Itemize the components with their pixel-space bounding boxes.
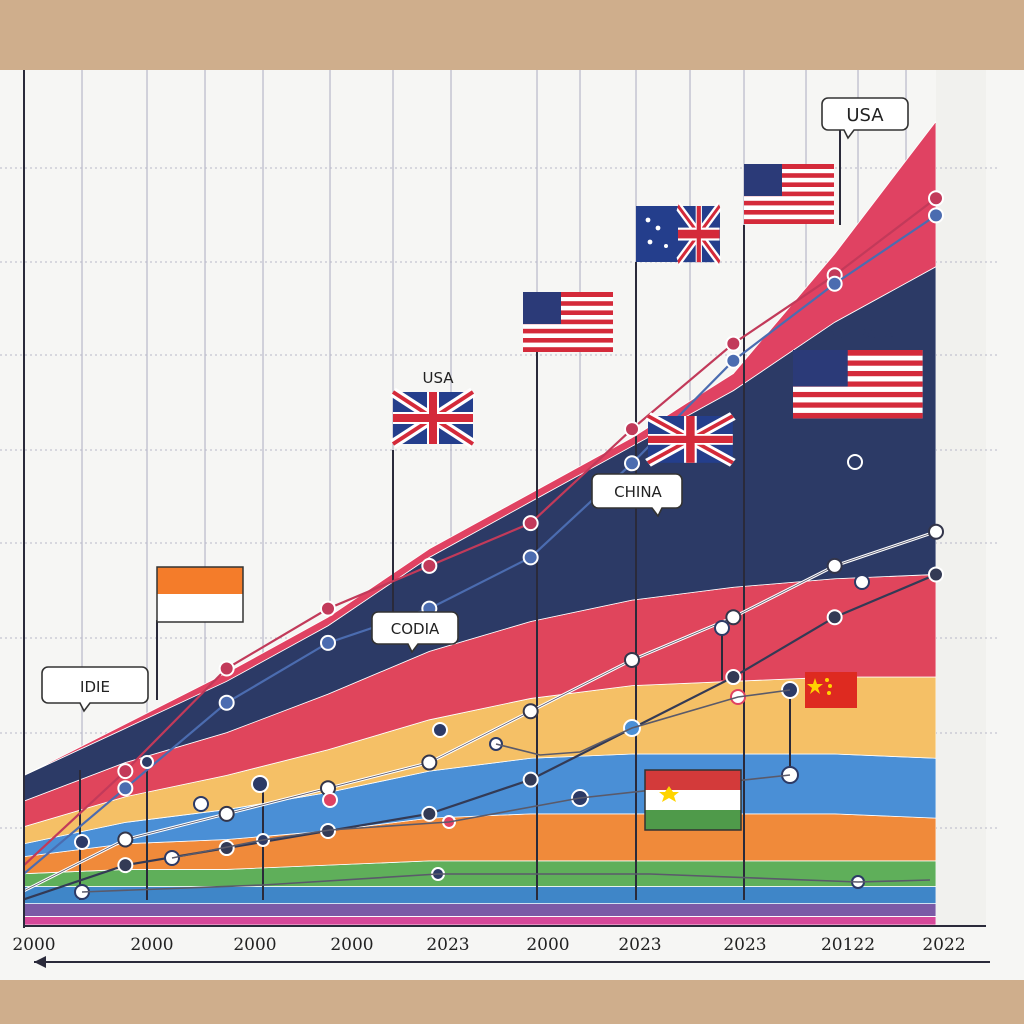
right-margin-panel — [936, 70, 986, 925]
line-marker — [725, 609, 742, 626]
usa-flag-icon — [523, 292, 613, 352]
hungary-flag-icon — [644, 769, 742, 831]
x-tick-label: 2000 — [12, 935, 55, 955]
line-marker — [320, 634, 336, 651]
x-tick-labels: 2000 2000 2000 2000 2023 2000 2023 2023 20122 202… — [12, 935, 965, 955]
china-flag-icon — [805, 672, 857, 708]
line-marker — [725, 335, 742, 352]
line-marker — [421, 805, 438, 822]
line-marker — [928, 523, 944, 540]
callout-usa-top-label: USA — [846, 105, 884, 126]
line-marker — [624, 455, 640, 472]
line-marker — [117, 780, 134, 797]
uk-flag-icon — [648, 416, 733, 463]
usa-flag-icon — [744, 164, 834, 224]
thin-connector-line — [495, 689, 791, 756]
flags — [156, 164, 923, 831]
line-marker — [117, 857, 134, 874]
marker — [432, 722, 448, 738]
marker — [251, 775, 269, 793]
line-marker — [826, 275, 843, 292]
marker — [714, 620, 730, 636]
x-tick-label: 2000 — [526, 935, 569, 955]
line-marker — [320, 600, 336, 617]
thin-connector-line — [171, 774, 791, 859]
line-marker — [725, 352, 742, 369]
marker — [847, 454, 863, 470]
line-marker — [522, 515, 539, 532]
arrow-left-icon — [34, 956, 46, 968]
line-series-outline — [23, 531, 937, 892]
callout-usa-top: USA — [821, 97, 909, 140]
marker — [322, 792, 338, 808]
line-marker — [522, 703, 539, 720]
line-marker — [928, 207, 944, 224]
line-marker — [624, 651, 640, 668]
callout-codia: CODIA — [371, 611, 459, 654]
label-usa-mid: USA — [422, 369, 454, 387]
callout-codia-label: CODIA — [391, 620, 440, 638]
area-series — [24, 916, 936, 925]
area-series — [24, 120, 936, 776]
axes — [23, 70, 990, 968]
callout-idie: IDIE — [41, 666, 149, 713]
x-tick-label: 2023 — [618, 935, 661, 955]
thin-connector-line — [81, 873, 931, 893]
callout-china: CHINA — [591, 473, 683, 518]
line-series-group — [23, 190, 944, 901]
callout-idie-label: IDIE — [80, 678, 110, 696]
line-marker — [117, 831, 134, 848]
line-series — [23, 214, 937, 875]
line-marker — [624, 421, 640, 438]
x-tick-label: 2000 — [130, 935, 173, 955]
line-marker — [218, 660, 235, 677]
line-marker — [117, 763, 134, 780]
uk-flag-icon — [393, 392, 473, 444]
usa-flag-icon — [793, 350, 923, 419]
x-tick-label: 20122 — [821, 935, 875, 955]
line-marker — [218, 805, 235, 822]
line-marker — [218, 694, 235, 711]
line-marker — [421, 754, 438, 771]
australia-flag-icon — [636, 206, 720, 262]
line-marker — [421, 557, 438, 574]
area-series — [24, 903, 936, 917]
line-marker — [522, 549, 539, 566]
line-marker — [725, 669, 742, 686]
callouts: IDIE CODIA CHINA USA USA AUSTRALIA — [41, 97, 909, 713]
line-marker — [928, 566, 944, 583]
marker — [193, 796, 209, 812]
scatter-markers — [74, 454, 931, 900]
marker — [140, 755, 154, 769]
callout-china-label: CHINA — [614, 483, 662, 501]
x-tick-label: 2000 — [233, 935, 276, 955]
area-series-group — [24, 120, 936, 925]
x-tick-label: 2000 — [330, 935, 373, 955]
line-series — [23, 197, 937, 866]
marker — [854, 574, 870, 590]
line-marker — [928, 190, 944, 207]
marker — [74, 834, 90, 850]
line-marker — [826, 557, 843, 574]
line-marker — [522, 771, 539, 788]
x-tick-label: 2022 — [922, 935, 965, 955]
x-tick-label: 2023 — [723, 935, 766, 955]
label-australia: AUSTRALIA — [827, 327, 894, 341]
x-tick-label: 2023 — [426, 935, 469, 955]
line-marker — [826, 609, 843, 626]
india-flag-icon — [156, 566, 244, 623]
